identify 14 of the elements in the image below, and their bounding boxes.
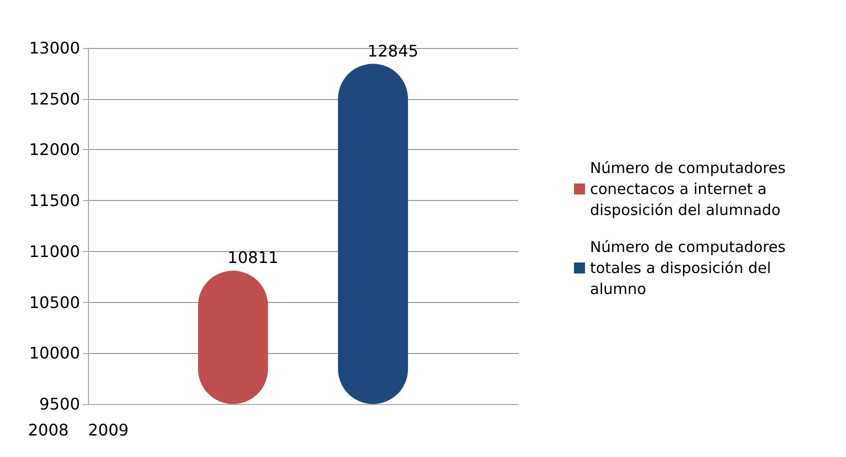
y-tick-label: 10000 bbox=[29, 344, 80, 363]
text: 2009 bbox=[88, 420, 129, 440]
y-tick-label: 10500 bbox=[29, 292, 80, 312]
y-tick-label: 11000 bbox=[29, 242, 80, 261]
legend-label: Número de computadores conectacos a internet a disposición del alumnado bbox=[590, 159, 790, 219]
y-tick-label: 9500 bbox=[39, 394, 80, 414]
y-tick-label: 12500 bbox=[29, 89, 80, 108]
data-label: 10811 bbox=[228, 248, 278, 268]
legend-label: Número de computadores totales a disposición del alumno bbox=[590, 238, 790, 298]
y-tick-label: 13000 bbox=[29, 38, 80, 58]
y-tick-label: 11500 bbox=[29, 191, 80, 210]
data-label: 12845 bbox=[368, 41, 418, 60]
text: 2008 bbox=[28, 420, 69, 440]
y-tick-label: 12000 bbox=[29, 140, 80, 160]
